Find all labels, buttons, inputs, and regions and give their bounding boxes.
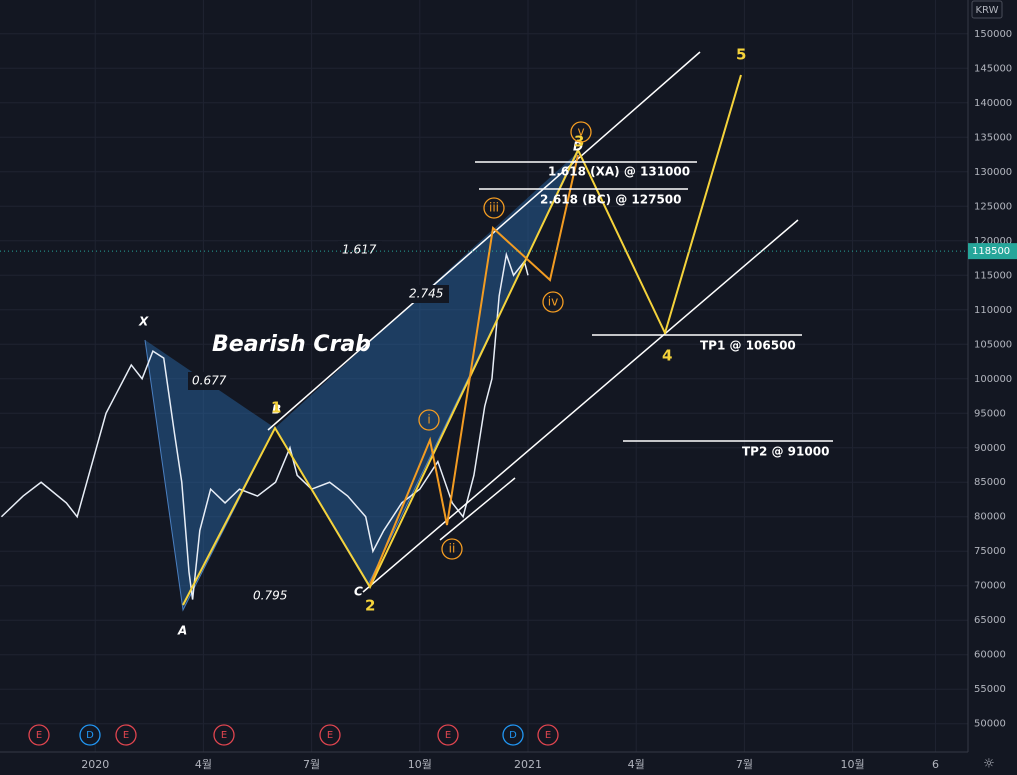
pattern-bcd: [275, 152, 578, 585]
y-tick-label: 150000: [974, 29, 1012, 40]
y-tick-label: 55000: [974, 684, 1006, 695]
y-tick-label: 90000: [974, 443, 1006, 454]
event-marker[interactable]: [115, 724, 137, 746]
currency-box[interactable]: [971, 0, 1003, 19]
subwave-label: iv: [548, 295, 558, 309]
y-tick-label: 105000: [974, 339, 1012, 350]
event-label: E: [327, 730, 333, 741]
wave-label: 1: [271, 399, 281, 417]
subwave-label: iii: [489, 201, 499, 215]
y-tick-label: 80000: [974, 512, 1006, 523]
y-tick-label: 120000: [974, 236, 1012, 247]
x-tick-label: 6: [932, 758, 939, 771]
event-label: E: [221, 730, 227, 741]
y-tick-label: 130000: [974, 167, 1012, 178]
y-tick-label: 50000: [974, 719, 1006, 730]
last-price-label: 118500: [972, 246, 1010, 257]
event-marker[interactable]: [437, 724, 459, 746]
ratio-label: 0.795: [253, 589, 287, 603]
elliott-wave: [182, 74, 742, 606]
ratio-label: 0.677: [192, 374, 227, 388]
y-tick-label: 140000: [974, 98, 1012, 109]
point-label: X: [138, 315, 149, 329]
subwave-circle: [570, 121, 592, 143]
y-tick-label: 65000: [974, 615, 1006, 626]
ratio-label: 1.617: [342, 243, 377, 257]
y-tick-label: 115000: [974, 270, 1012, 281]
subwave-circle: [483, 197, 505, 219]
event-label: E: [123, 730, 129, 741]
point-label: A: [177, 624, 187, 638]
ratio-box: [249, 587, 293, 605]
last-price-box: [968, 243, 1017, 260]
wave-label: 4: [662, 347, 672, 365]
sub-wave: [369, 154, 579, 586]
event-label: E: [36, 730, 42, 741]
x-tick-label: 2021: [514, 758, 542, 771]
event-marker[interactable]: [79, 724, 101, 746]
x-tick-label: 2020: [81, 758, 109, 771]
channel-top: [267, 51, 701, 431]
wave-label: 5: [736, 46, 746, 64]
subwave-circle: [542, 291, 564, 313]
x-tick-label: 7월: [303, 758, 320, 771]
x-tick-label: 7월: [736, 758, 753, 771]
y-tick-label: 70000: [974, 581, 1006, 592]
y-tick-label: 60000: [974, 650, 1006, 661]
event-marker[interactable]: [537, 724, 559, 746]
x-tick-label: 10월: [841, 758, 865, 771]
price-layer: [0, 251, 529, 600]
y-tick-label: 100000: [974, 374, 1012, 385]
level-label: 1.618 (XA) @ 131000: [548, 165, 690, 179]
x-tick-label: 10월: [408, 758, 432, 771]
point-label: B: [272, 403, 281, 417]
channel-mid: [439, 477, 516, 541]
wave-label: 2: [365, 597, 375, 615]
level-label: TP2 @ 91000: [742, 445, 829, 459]
ratio-label: 2.745: [409, 287, 443, 301]
subwave-label: v: [577, 125, 584, 139]
event-marker[interactable]: [502, 724, 524, 746]
subwave-label: i: [427, 413, 430, 427]
ratio-box: [188, 372, 230, 390]
event-marker[interactable]: [319, 724, 341, 746]
currency[interactable]: KRW: [976, 5, 999, 16]
pattern-title: Bearish Crab: [212, 332, 371, 357]
event-label: E: [445, 730, 451, 741]
y-tick-label: 85000: [974, 477, 1006, 488]
subwave-circle: [441, 538, 463, 560]
event-label: D: [86, 730, 94, 741]
ratio-box: [338, 241, 382, 259]
event-label: D: [509, 730, 517, 741]
channel-bottom: [362, 219, 799, 593]
event-marker[interactable]: [28, 724, 50, 746]
pattern-xab: [145, 340, 275, 610]
y-tick-label: 75000: [974, 546, 1006, 557]
y-tick-label: 145000: [974, 63, 1012, 74]
level-label: TP1 @ 106500: [700, 339, 796, 353]
y-tick-label: 95000: [974, 408, 1006, 419]
x-tick-label: 4월: [195, 758, 212, 771]
price-axis: [968, 0, 1017, 752]
event-marker[interactable]: [213, 724, 235, 746]
x-tick-label: 4월: [628, 758, 645, 771]
point-label: C: [354, 585, 363, 599]
point-label: D: [573, 140, 583, 154]
settings-icon[interactable]: ☼: [983, 757, 995, 772]
subwave-label: ii: [449, 542, 456, 556]
event-label: E: [545, 730, 551, 741]
ratio-box: [405, 285, 449, 303]
y-tick-label: 125000: [974, 201, 1012, 212]
y-tick-label: 110000: [974, 305, 1012, 316]
level-label: 2.618 (BC) @ 127500: [540, 193, 682, 207]
y-tick-label: 135000: [974, 132, 1012, 143]
price-line: [0, 251, 529, 600]
subwave-circle: [418, 409, 440, 431]
